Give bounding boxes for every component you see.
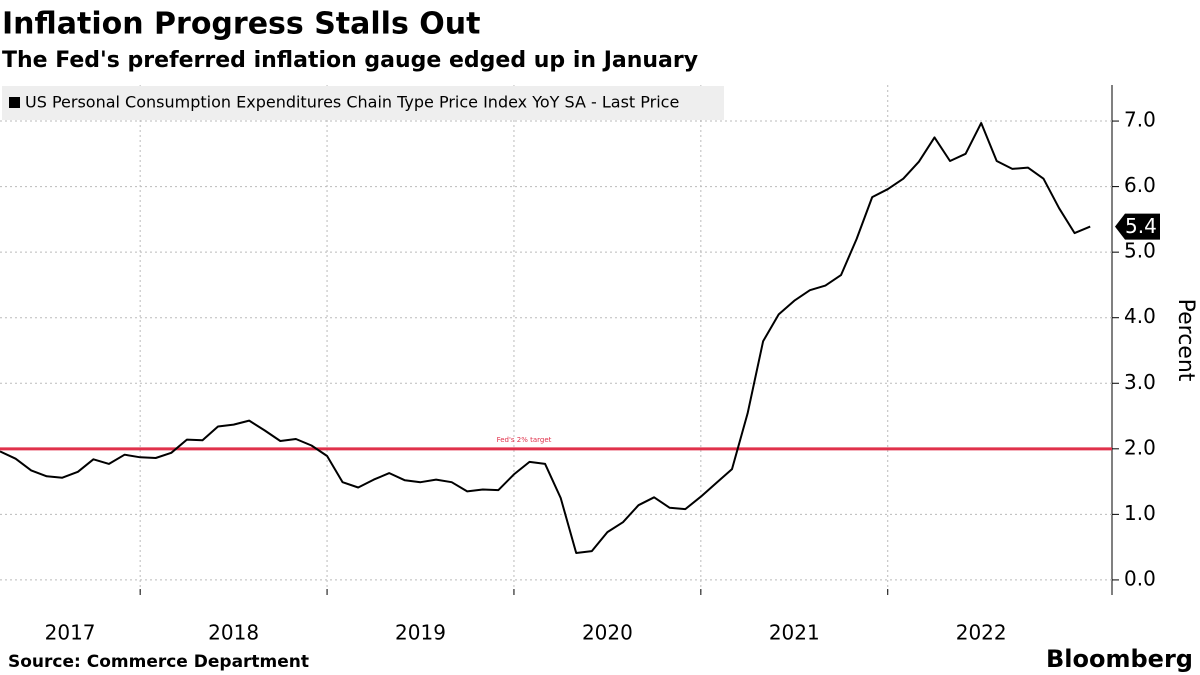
x-tick-label: 2021 — [769, 621, 820, 645]
x-tick-label: 2018 — [208, 621, 259, 645]
last-price-label: 5.4 — [1125, 214, 1157, 238]
brand: Bloomberg — [1046, 645, 1193, 673]
line — [0, 122, 1091, 554]
legend-box — [2, 86, 724, 120]
legend-label: US Personal Consumption Expenditures Cha… — [25, 93, 679, 112]
y-tick-label: 4.0 — [1124, 304, 1156, 328]
chart-subtitle: The Fed's preferred inflation gauge edge… — [2, 48, 698, 73]
y-tick-label: 0.0 — [1124, 566, 1156, 590]
x-tick-label: 2017 — [45, 621, 96, 645]
x-tick-label: 2019 — [395, 621, 446, 645]
y-tick-label: 7.0 — [1124, 108, 1156, 132]
y-tick-label: 3.0 — [1124, 370, 1156, 394]
chart-title: Inflation Progress Stalls Out — [2, 7, 480, 42]
y-tick-label: 2.0 — [1124, 435, 1156, 459]
x-tick-label: 2022 — [956, 621, 1007, 645]
y-tick-label: 5.0 — [1124, 239, 1156, 263]
legend-swatch — [9, 97, 20, 108]
y-tick-label: 1.0 — [1124, 501, 1156, 525]
reference-label: Fed's 2% target — [497, 436, 552, 444]
y-tick-label: 6.0 — [1124, 173, 1156, 197]
last-price-tag — [1115, 213, 1160, 240]
x-tick-label: 2020 — [582, 621, 633, 645]
source: Source: Commerce Department — [8, 652, 309, 672]
y-axis-label: Percent — [1173, 299, 1198, 382]
